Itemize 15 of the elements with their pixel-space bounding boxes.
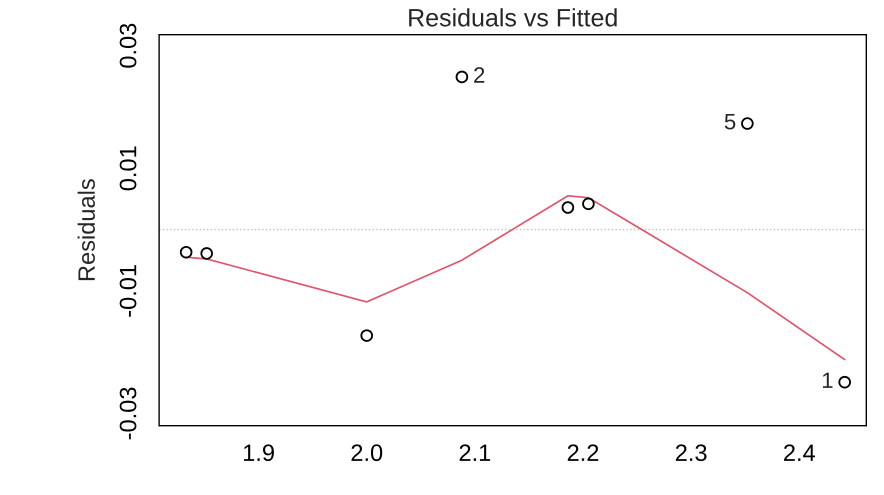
x-tick-label: 1.9 <box>244 444 274 462</box>
y-tick-label: -0.03 <box>120 388 136 440</box>
x-tick-label: 2.1 <box>460 444 490 461</box>
y-tick-label: 0.03 <box>120 24 136 68</box>
x-tick-label: 2.0 <box>352 444 382 462</box>
annotation: 5 <box>724 114 736 130</box>
chart-title: Residuals vs Fitted <box>409 8 617 27</box>
y-tick-label: -0.01 <box>120 265 136 317</box>
annotation: 1 <box>822 372 832 388</box>
y-tick-label: 0.01 <box>120 146 136 190</box>
x-tick-label: 2.3 <box>676 444 707 462</box>
x-tick-label: 2.2 <box>568 444 598 461</box>
y-axis-title: Residuals <box>78 179 95 280</box>
x-tick-label: 2.4 <box>784 444 815 461</box>
annotation: 2 <box>474 67 484 83</box>
